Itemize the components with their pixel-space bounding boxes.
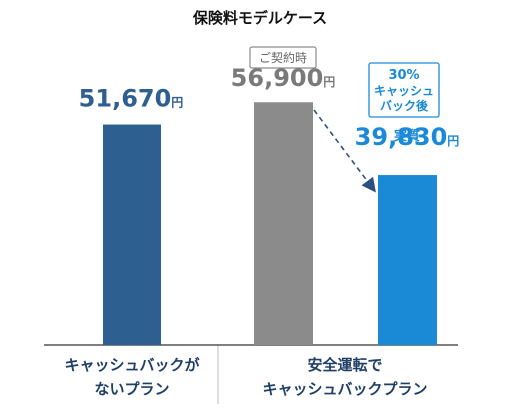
bar-no-cashback-plan <box>103 124 161 345</box>
contract-time-tag-box <box>249 46 317 69</box>
reduction-arrow <box>313 109 376 193</box>
contract-time-tag-label: ご契約時 <box>259 50 307 65</box>
effective-label: 実質 <box>394 128 420 144</box>
bar-value-after-cashback: 39,830円 <box>355 123 460 151</box>
category-label-no-cashback-line-1: キャッシュバックが <box>64 356 200 374</box>
cashback-callout-line-3: バック後 <box>380 98 429 113</box>
cashback-callout-box <box>368 62 440 118</box>
contract-time-tag: ご契約時 <box>249 46 317 69</box>
category-label-cashback-line-1: 安全運転で <box>307 356 382 374</box>
cashback-callout-line-2: キャッシュ <box>374 84 434 98</box>
chart-title: 保険料モデルケース <box>192 9 327 27</box>
bar-value-no-cashback-plan: 51,670円 <box>79 85 184 113</box>
bar-value-contract-time: 56,900円 <box>231 64 336 92</box>
category-label-no-cashback-line-2: ないプラン <box>94 380 169 398</box>
bar-after-cashback <box>378 175 437 345</box>
category-label-cashback-line-2: キャッシュバックプラン <box>262 380 427 398</box>
cashback-callout-percent: 30% <box>388 68 419 83</box>
bar-contract-time <box>254 102 313 345</box>
cashback-callout: 30% キャッシュ バック後 <box>368 62 440 118</box>
